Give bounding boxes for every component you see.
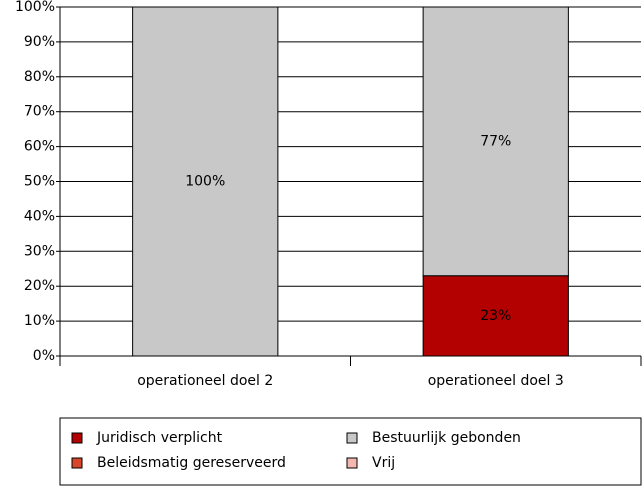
x-tick-label: operationeel doel 3 [428, 373, 564, 389]
legend-label: Juridisch verplicht [96, 430, 223, 446]
data-label: 77% [480, 133, 511, 149]
y-tick-label: 90% [24, 34, 55, 50]
y-tick-label: 60% [24, 139, 55, 155]
y-tick-label: 40% [24, 208, 55, 224]
legend-label: Beleidsmatig gereserveerd [97, 455, 286, 471]
bar-segment [422, 6, 569, 277]
y-tick-label: 100% [15, 0, 55, 15]
y-tick-label: 30% [24, 243, 55, 259]
legend-label: Vrij [372, 455, 395, 471]
legend-swatch [346, 457, 358, 469]
data-label: 23% [480, 308, 511, 324]
legend-label: Bestuurlijk gebonden [372, 430, 521, 446]
data-label: 100% [185, 174, 225, 190]
legend-swatch [71, 432, 83, 444]
legend-swatch [71, 457, 83, 469]
y-tick-label: 0% [33, 348, 55, 364]
bar-segment [132, 6, 279, 357]
bar-segment [422, 275, 569, 357]
x-tick-label: operationeel doel 2 [137, 373, 273, 389]
y-tick-label: 80% [24, 69, 55, 85]
y-tick-label: 50% [24, 174, 55, 190]
legend-swatch [346, 432, 358, 444]
y-tick-label: 10% [24, 313, 55, 329]
legend-box [59, 417, 642, 486]
y-tick-label: 20% [24, 278, 55, 294]
y-tick-label: 70% [24, 104, 55, 120]
